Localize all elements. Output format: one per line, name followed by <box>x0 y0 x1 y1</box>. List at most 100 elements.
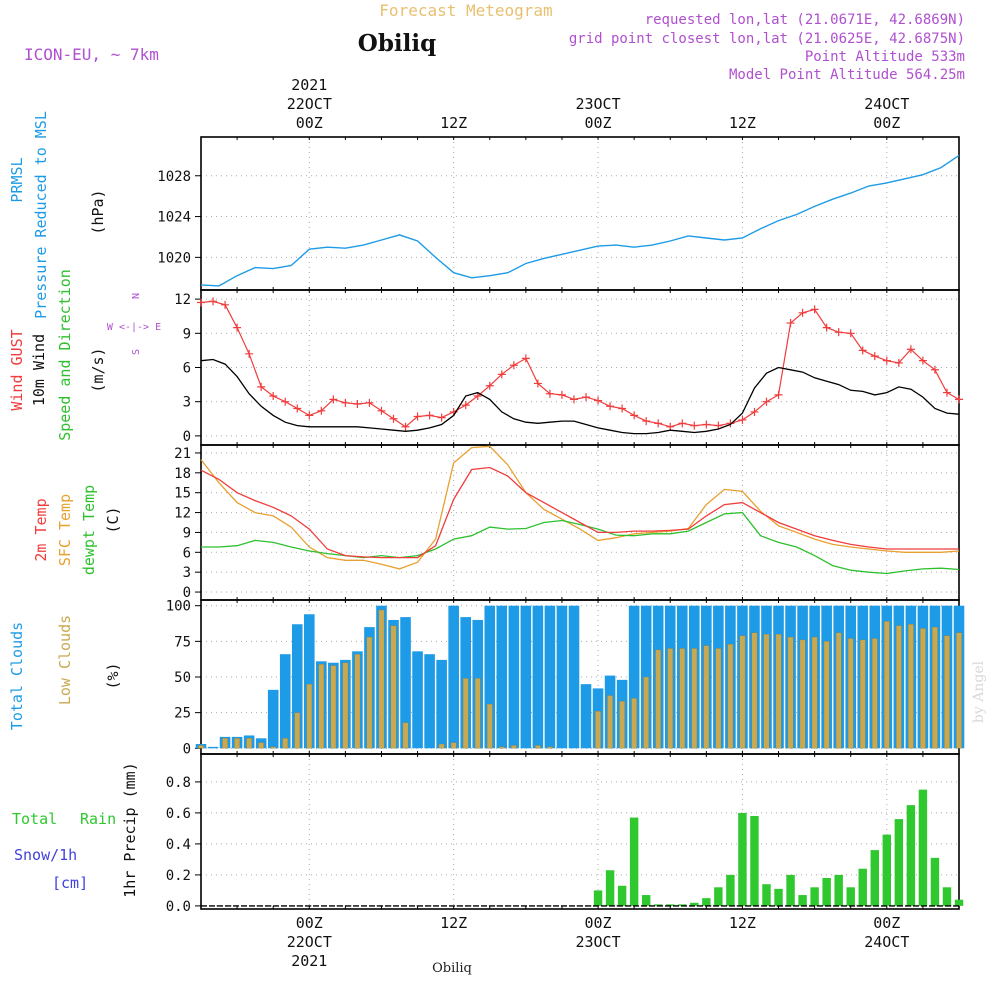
grid-coords: grid point closest lon,lat (21.0625E, 42… <box>569 31 965 47</box>
gust-point <box>533 379 542 388</box>
gust-point <box>918 356 927 365</box>
low-cloud-bar <box>222 738 228 749</box>
low-cloud-bar <box>956 632 962 749</box>
gust-point <box>341 398 350 407</box>
low-cloud-bar <box>631 698 637 749</box>
clouds-ylabel-3: (%) <box>104 662 122 689</box>
pressure-ytick-label: 1024 <box>157 210 191 226</box>
precip-panel: 0.0 0.2 0.4 0.6 0.8 <box>166 753 964 915</box>
low-cloud-bar <box>847 638 854 749</box>
wind-ylabel-3: Speed and Direction <box>56 269 74 441</box>
rain-bar <box>617 885 627 906</box>
rain-bar <box>906 805 916 906</box>
precip-snow-label: Snow/1h <box>14 846 77 864</box>
wind-ylabel-4: (m/s) <box>89 347 107 392</box>
low-cloud-bar <box>703 645 710 749</box>
credit-watermark: by Angel <box>971 660 987 723</box>
chart-title: Forecast Meteogram <box>379 1 552 20</box>
precip-rain-label: Rain <box>80 810 116 828</box>
temp-ylabel-4: (C) <box>104 506 122 533</box>
rain-bar <box>726 874 735 906</box>
gust-point <box>822 323 831 332</box>
rain-bar <box>846 887 855 906</box>
low-cloud-bar <box>932 626 938 749</box>
gust-point <box>726 419 735 428</box>
bottom-time-label: 12Z <box>440 914 467 932</box>
precip-frame <box>200 753 960 910</box>
low-cloud-bar <box>306 683 313 749</box>
bottom-time-label: 24OCT <box>864 933 909 951</box>
total-cloud-bar <box>520 605 532 749</box>
precip-ytick-label: 0.6 <box>166 806 191 822</box>
clouds-ylabel: Total Clouds Low Clouds (%) <box>8 615 122 730</box>
clouds-ytick-label: 0 <box>183 741 191 757</box>
low-cloud-bar <box>763 634 770 749</box>
wind-speed-line <box>200 358 960 435</box>
gust-point <box>365 398 374 407</box>
low-cloud-bar <box>198 745 204 749</box>
gust-point <box>557 390 566 399</box>
gust-point <box>569 395 578 404</box>
rain-bar <box>653 904 663 906</box>
rain-bar <box>954 899 964 906</box>
clouds-frame <box>200 599 960 755</box>
top-time-label: 22OCT <box>287 95 332 113</box>
low-cloud-bar <box>739 635 746 749</box>
gust-point <box>461 401 470 410</box>
gust-point <box>750 407 759 416</box>
low-cloud-bar <box>751 632 758 749</box>
rain-bar <box>918 789 928 906</box>
gust-point <box>509 361 518 370</box>
low-cloud-bar <box>366 636 373 749</box>
low-cloud-bar <box>535 745 541 749</box>
low-cloud-bar <box>354 654 361 749</box>
rain-bar <box>942 887 952 906</box>
temp-ytick-label: 3 <box>183 565 191 581</box>
total-cloud-bar <box>267 689 279 749</box>
rain-bar <box>774 888 783 906</box>
gust-point <box>317 406 326 415</box>
low-cloud-bar <box>498 746 505 749</box>
gust-point <box>401 422 410 431</box>
pressure-panel: 1020 1024 1028 <box>157 136 960 291</box>
precip-total-label: Total <box>12 810 57 828</box>
footer-location: Obiliq <box>432 961 472 976</box>
pressure-ytick-label: 1020 <box>157 250 191 266</box>
gust-point <box>377 406 386 415</box>
precip-ylabel: Total Rain Snow/1h [cm] 1hr Precip (mm) <box>12 762 139 897</box>
low-cloud-bar <box>450 742 457 749</box>
rain-bar <box>738 812 747 906</box>
clouds-ytick-label: 100 <box>166 599 191 615</box>
bottom-time-label: 00Z <box>296 914 323 932</box>
gust-point <box>930 365 939 374</box>
rain-bar <box>605 870 615 906</box>
low-cloud-bar <box>679 648 686 749</box>
gust-point <box>281 397 290 406</box>
point-altitude: Point Altitude 533m <box>805 49 965 65</box>
gust-point <box>485 381 494 390</box>
low-cloud-bar <box>619 701 625 749</box>
low-cloud-bar <box>908 624 914 749</box>
gust-point <box>221 300 230 309</box>
rain-bar <box>786 874 795 906</box>
gust-point <box>882 356 891 365</box>
total-cloud-bar <box>628 605 640 749</box>
gust-point <box>606 402 615 411</box>
gust-point <box>630 411 639 420</box>
rain-bar <box>894 819 904 906</box>
gust-point <box>545 389 554 398</box>
low-cloud-bar <box>595 711 601 749</box>
gust-point <box>834 328 843 337</box>
low-cloud-bar <box>835 632 842 749</box>
gust-point <box>906 345 915 354</box>
precip-unit-label: [cm] <box>52 874 88 892</box>
temp-ylabel-2: SFC Temp <box>56 494 74 566</box>
total-cloud-bar <box>424 654 435 749</box>
wind-ytick-label: 3 <box>183 395 191 411</box>
low-cloud-bar <box>258 742 264 749</box>
pressure-frame <box>200 136 960 291</box>
low-cloud-bar <box>547 746 553 749</box>
gust-point <box>269 391 278 400</box>
wind-panel: 0 3 6 9 12 <box>174 289 963 446</box>
